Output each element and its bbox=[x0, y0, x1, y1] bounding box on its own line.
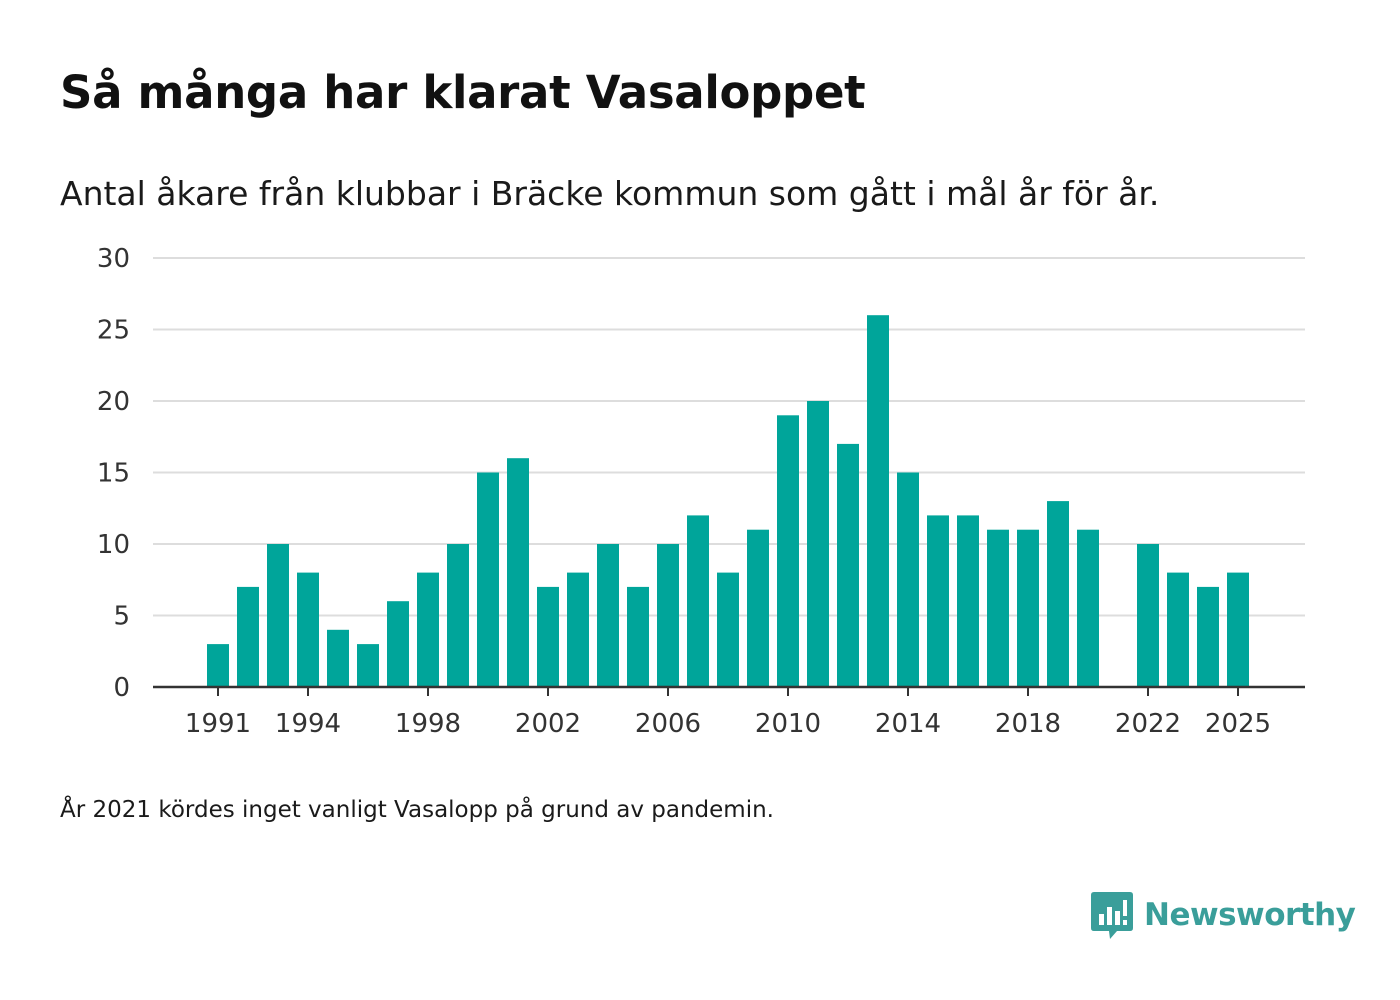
bar-2016[interactable] bbox=[957, 515, 979, 687]
y-tick-label: 10 bbox=[97, 530, 130, 560]
brand-name: Newsworthy bbox=[1144, 897, 1356, 933]
bar-1993[interactable] bbox=[267, 544, 289, 687]
newsworthy-logo[interactable]: Newsworthy bbox=[1090, 890, 1356, 940]
y-tick-label: 15 bbox=[97, 459, 130, 489]
bar-2001[interactable] bbox=[507, 458, 529, 687]
bar-1999[interactable] bbox=[447, 544, 469, 687]
x-tick-label: 2002 bbox=[515, 709, 581, 739]
bar-2007[interactable] bbox=[687, 515, 709, 687]
chart-title: Så många har klarat Vasaloppet bbox=[60, 66, 866, 119]
x-tick-label: 2025 bbox=[1205, 709, 1271, 739]
bar-2005[interactable] bbox=[627, 586, 649, 687]
bar-2023[interactable] bbox=[1167, 572, 1189, 687]
x-tick-label: 1991 bbox=[185, 709, 251, 739]
bar-2014[interactable] bbox=[897, 472, 919, 688]
bar-2011[interactable] bbox=[807, 401, 829, 687]
bar-2019[interactable] bbox=[1047, 501, 1069, 687]
bar-2012[interactable] bbox=[837, 443, 859, 687]
x-axis bbox=[153, 685, 1305, 696]
bar-1998[interactable] bbox=[417, 572, 439, 687]
x-tick-label: 1998 bbox=[395, 709, 461, 739]
x-tick-label: 2018 bbox=[995, 709, 1061, 739]
y-tick-label: 20 bbox=[97, 387, 130, 417]
bar-2020[interactable] bbox=[1077, 529, 1099, 687]
y-tick-label: 0 bbox=[113, 673, 130, 703]
bar-2010[interactable] bbox=[777, 415, 799, 687]
y-tick-label: 25 bbox=[97, 316, 130, 346]
footnote: År 2021 kördes inget vanligt Vasalopp på… bbox=[60, 797, 774, 823]
bar-1991[interactable] bbox=[207, 644, 229, 687]
bar-2022[interactable] bbox=[1137, 544, 1159, 687]
bar-2024[interactable] bbox=[1197, 586, 1219, 687]
bar-1996[interactable] bbox=[357, 644, 379, 687]
y-tick-label: 30 bbox=[97, 244, 130, 274]
bar-2018[interactable] bbox=[1017, 529, 1039, 687]
bar-2004[interactable] bbox=[597, 544, 619, 687]
bar-2013[interactable] bbox=[867, 315, 889, 687]
bar-1994[interactable] bbox=[297, 572, 319, 687]
bar-1992[interactable] bbox=[237, 586, 259, 687]
x-tick-label: 2010 bbox=[755, 709, 821, 739]
bar-2025[interactable] bbox=[1227, 572, 1249, 687]
x-tick-label: 1994 bbox=[275, 709, 341, 739]
x-axis-labels: 1991 1994 1998 2002 2006 2010 2014 2018 2022 2025 bbox=[185, 709, 1271, 739]
bar-2008[interactable] bbox=[717, 572, 739, 687]
chart-subtitle: Antal åkare från klubbar i Bräcke kommun… bbox=[60, 174, 1160, 213]
bar-2003[interactable] bbox=[567, 572, 589, 687]
bar-1997[interactable] bbox=[387, 601, 409, 687]
x-tick-label: 2014 bbox=[875, 709, 941, 739]
newsworthy-icon bbox=[1091, 892, 1133, 939]
bar-2017[interactable] bbox=[987, 529, 1009, 687]
bar-2000[interactable] bbox=[477, 472, 499, 688]
bar-2002[interactable] bbox=[537, 586, 559, 687]
x-tick-label: 2006 bbox=[635, 709, 701, 739]
x-tick-label: 2022 bbox=[1115, 709, 1181, 739]
bar-2009[interactable] bbox=[747, 529, 769, 687]
bar-1995[interactable] bbox=[327, 629, 349, 687]
bars bbox=[207, 315, 1249, 687]
y-axis-labels: 0 5 10 15 20 25 30 bbox=[97, 244, 130, 703]
bar-2006[interactable] bbox=[657, 544, 679, 687]
y-tick-label: 5 bbox=[113, 602, 130, 632]
bar-2015[interactable] bbox=[927, 515, 949, 687]
gridlines bbox=[153, 257, 1305, 617]
